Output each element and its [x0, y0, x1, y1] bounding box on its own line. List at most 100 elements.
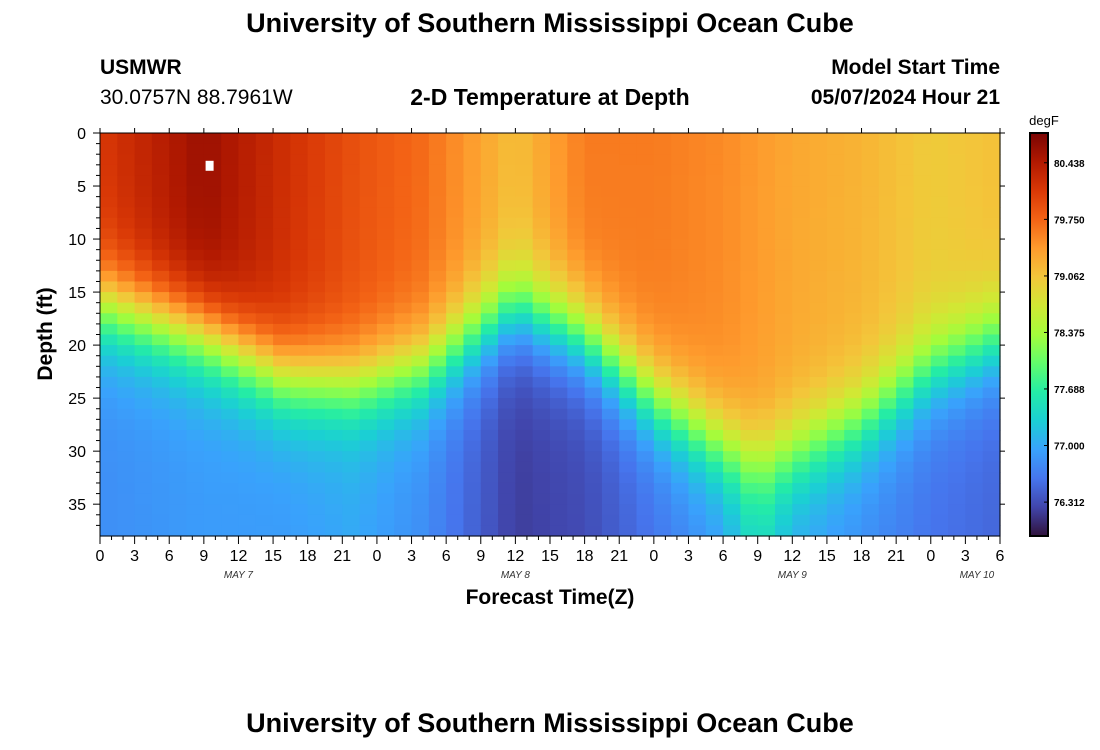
heatmap-cell: [480, 334, 499, 346]
heatmap-cell: [169, 186, 188, 198]
heatmap-cell: [186, 302, 205, 314]
heatmap-cell: [255, 482, 274, 495]
heatmap-cell: [134, 376, 153, 389]
heatmap-cell: [428, 186, 447, 198]
heatmap-cell: [636, 133, 655, 145]
heatmap-cell: [705, 514, 724, 526]
heatmap-cell: [705, 292, 724, 304]
heatmap-cell: [221, 514, 240, 526]
heatmap-cell: [446, 292, 465, 304]
heatmap-cell: [255, 143, 274, 155]
heatmap-cell: [428, 302, 447, 314]
heatmap-cell: [948, 323, 966, 336]
heatmap-cell: [238, 186, 257, 198]
heatmap-cell: [169, 281, 188, 293]
heatmap-cell: [567, 493, 586, 505]
heatmap-cell: [740, 408, 759, 420]
x-tick-label: 6: [719, 548, 728, 565]
heatmap-cell: [238, 440, 257, 452]
heatmap-cell: [307, 228, 326, 240]
heatmap-cell: [134, 429, 153, 442]
heatmap-cell: [757, 376, 776, 389]
heatmap-cell: [359, 440, 378, 452]
heatmap-cell: [307, 175, 326, 187]
heatmap-cell: [550, 472, 568, 484]
heatmap-cell: [775, 387, 793, 399]
colorbar-tick-label: 77.688: [1054, 385, 1085, 396]
heatmap-cell: [861, 525, 880, 537]
heatmap-cell: [792, 164, 811, 177]
heatmap-cell: [463, 419, 482, 431]
heatmap-cell: [290, 260, 309, 272]
heatmap-cell: [844, 143, 863, 155]
heatmap-cell: [255, 164, 274, 177]
heatmap-cell: [740, 175, 759, 187]
heatmap-cell: [376, 345, 395, 357]
heatmap-cell: [809, 143, 828, 155]
heatmap-cell: [359, 228, 378, 240]
heatmap-cell: [740, 228, 759, 240]
heatmap-cell: [359, 398, 378, 410]
heatmap-cell: [515, 323, 534, 336]
heatmap-cell: [948, 472, 966, 484]
heatmap-cell: [584, 461, 603, 473]
heatmap-cell: [359, 249, 378, 261]
page-title: University of Southern Mississippi Ocean…: [246, 8, 854, 38]
heatmap-cell: [826, 281, 845, 293]
heatmap-cell: [584, 387, 603, 399]
heatmap-cell: [688, 217, 707, 230]
heatmap-cell: [203, 323, 222, 336]
heatmap-cell: [342, 196, 361, 208]
heatmap-cell: [117, 504, 136, 516]
heatmap-cell: [325, 429, 343, 442]
heatmap-cell: [394, 302, 413, 314]
heatmap-cell: [740, 292, 759, 304]
heatmap-cell: [878, 239, 897, 251]
heatmap-cell: [532, 196, 551, 208]
heatmap-cell: [601, 175, 620, 187]
heatmap-cell: [100, 270, 118, 283]
heatmap-cell: [428, 164, 447, 177]
heatmap-cell: [359, 196, 378, 208]
heatmap-cell: [982, 186, 1001, 198]
heatmap-cell: [653, 525, 672, 537]
heatmap-cell: [255, 281, 274, 293]
heatmap-cell: [238, 270, 257, 283]
heatmap-cell: [151, 186, 170, 198]
heatmap-cell: [930, 355, 949, 367]
heatmap-cell: [584, 323, 603, 336]
heatmap-cell: [740, 323, 759, 336]
heatmap-cell: [515, 419, 534, 431]
heatmap-cell: [896, 472, 915, 484]
heatmap-cell: [411, 196, 430, 208]
heatmap-cell: [117, 472, 136, 484]
heatmap-cell: [930, 133, 949, 145]
heatmap-cell: [740, 387, 759, 399]
heatmap-cell: [186, 186, 205, 198]
heatmap-cell: [498, 175, 516, 187]
heatmap-cell: [342, 239, 361, 251]
heatmap-cell: [532, 525, 551, 537]
heatmap-cell: [221, 355, 240, 367]
heatmap-cell: [376, 376, 395, 389]
heatmap-cell: [844, 525, 863, 537]
heatmap-cell: [688, 472, 707, 484]
heatmap-cell: [186, 313, 205, 325]
heatmap-cell: [480, 366, 499, 378]
heatmap-cell: [896, 525, 915, 537]
heatmap-cell: [428, 217, 447, 230]
heatmap-cell: [117, 196, 136, 208]
heatmap-cell: [428, 323, 447, 336]
heatmap-cell: [463, 451, 482, 463]
heatmap-cell: [982, 419, 1001, 431]
heatmap-cell: [809, 260, 828, 272]
heatmap-cell: [636, 239, 655, 251]
heatmap-cell: [965, 408, 984, 420]
heatmap-cell: [515, 281, 534, 293]
heatmap-cell: [757, 207, 776, 219]
heatmap-cell: [203, 228, 222, 240]
heatmap-cell: [532, 154, 551, 166]
heatmap-cell: [342, 366, 361, 378]
heatmap-cell: [532, 429, 551, 442]
heatmap-cell: [342, 493, 361, 505]
